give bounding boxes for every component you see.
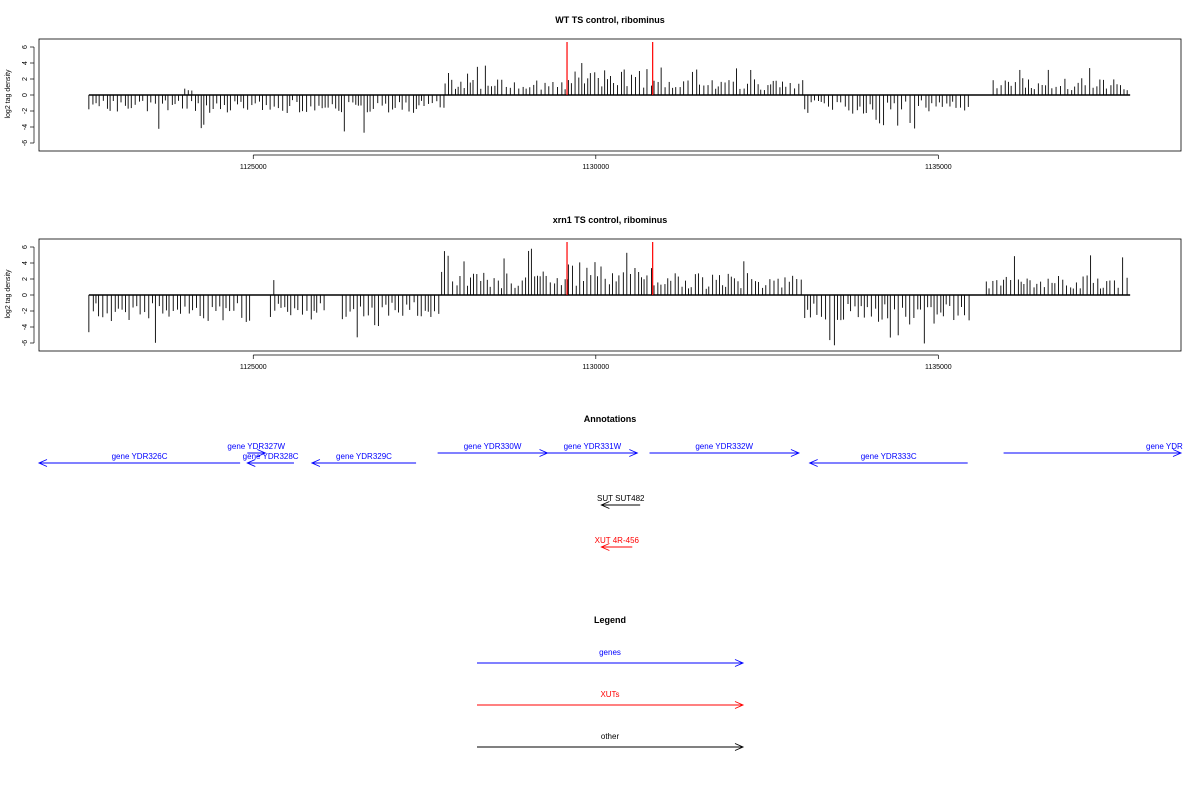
wt-y-axis: -6 -4 -2 0 2 4 6 [22, 45, 35, 146]
legend-title: Legend [594, 615, 626, 625]
wt-x-tick-label: 1130000 [582, 164, 609, 171]
legend-label-genes: genes [599, 648, 621, 657]
wt-y-tick-label: 0 [22, 93, 29, 97]
annotation-label: gene YDR331W [564, 442, 622, 451]
xrn1-density-bars [88, 248, 1131, 346]
legend-arrowhead [734, 659, 745, 667]
annotation-arrowhead [808, 459, 818, 467]
annotation-arrowhead [600, 543, 610, 551]
annotation-label: gene YDR330W [464, 442, 522, 451]
xrn1-y-tick-label: 4 [22, 261, 29, 265]
xrn1-y-tick-label: 6 [22, 245, 29, 249]
annotation-arrowhead [246, 459, 256, 467]
legend-label-other: other [601, 732, 620, 741]
wt-y-tick-label: -2 [22, 108, 29, 114]
annotation-label: gene YDR327W [227, 442, 285, 451]
xrn1-y-tick-label: 0 [22, 293, 29, 297]
annotations-title: Annotations [584, 414, 637, 424]
wt-x-tick-label: 1135000 [925, 164, 952, 171]
wt-y-tick-label: 4 [22, 61, 29, 65]
legend-panel: Legend genes XUTs other [477, 615, 745, 751]
xrn1-y-tick-label: 2 [22, 277, 29, 281]
xrn1-y-axis: -6 -4 -2 0 2 4 6 [22, 245, 35, 346]
wt-y-tick-label: -4 [22, 124, 29, 130]
xrn1-plot-frame [38, 238, 1182, 352]
xrn1-highlight-lines [566, 242, 654, 295]
annotation-arrowhead [37, 459, 48, 467]
wt-y-tick-label: 6 [22, 45, 29, 49]
xrn1-y-tick-label: -2 [22, 308, 29, 314]
annotation-arrowhead [600, 501, 610, 509]
xrn1-x-tick-label: 1130000 [582, 364, 609, 371]
wt-panel-title: WT TS control, ribominus [555, 15, 665, 25]
wt-y-axis-label: log2 tag density [5, 69, 12, 119]
legend-label-xuts: XUTs [600, 690, 619, 699]
legend-arrowhead [734, 701, 745, 709]
annotation-label: gene YDR333C [861, 452, 917, 461]
wt-density-panel: WT TS control, ribominus log2 tag densit… [5, 15, 1182, 171]
annotation-label: gene YDR329C [336, 452, 392, 461]
legend-items: genes XUTs other [477, 648, 745, 751]
wt-x-tick-label: 1125000 [240, 164, 267, 171]
xrn1-y-tick-label: -4 [22, 324, 29, 330]
xrn1-y-axis-label: log2 tag density [5, 269, 12, 319]
xrn1-x-tick-label: 1125000 [240, 364, 267, 371]
wt-y-tick-label: -6 [22, 140, 29, 146]
annotation-label: SUT SUT482 [597, 494, 645, 503]
wt-y-tick-label: 2 [22, 77, 29, 81]
xrn1-x-axis: 1125000 1130000 1135000 [240, 354, 952, 371]
wt-x-axis: 1125000 1130000 1135000 [240, 154, 952, 171]
annotation-label: gene YDR [1146, 442, 1183, 451]
annotation-arrowhead [257, 449, 267, 457]
xrn1-density-panel: xrn1 TS control, ribominus log2 tag dens… [5, 215, 1182, 371]
annotation-arrowhead [310, 459, 321, 467]
wt-highlight-lines [566, 42, 654, 95]
annotation-label: gene YDR328C [243, 452, 299, 461]
annotation-arrowhead [790, 449, 801, 457]
annotation-arrowhead [1172, 449, 1183, 457]
annotation-label: gene YDR332W [695, 442, 753, 451]
annotation-arrowhead [629, 449, 639, 457]
xrn1-x-tick-label: 1135000 [925, 364, 952, 371]
wt-density-bars [88, 63, 1131, 133]
xrn1-panel-title: xrn1 TS control, ribominus [553, 215, 668, 225]
annotation-label: gene YDR326C [112, 452, 168, 461]
legend-arrowhead [734, 743, 745, 751]
wt-plot-frame [38, 38, 1182, 152]
annotation-label: XUT 4R-456 [595, 536, 640, 545]
xrn1-y-tick-label: -6 [22, 340, 29, 346]
